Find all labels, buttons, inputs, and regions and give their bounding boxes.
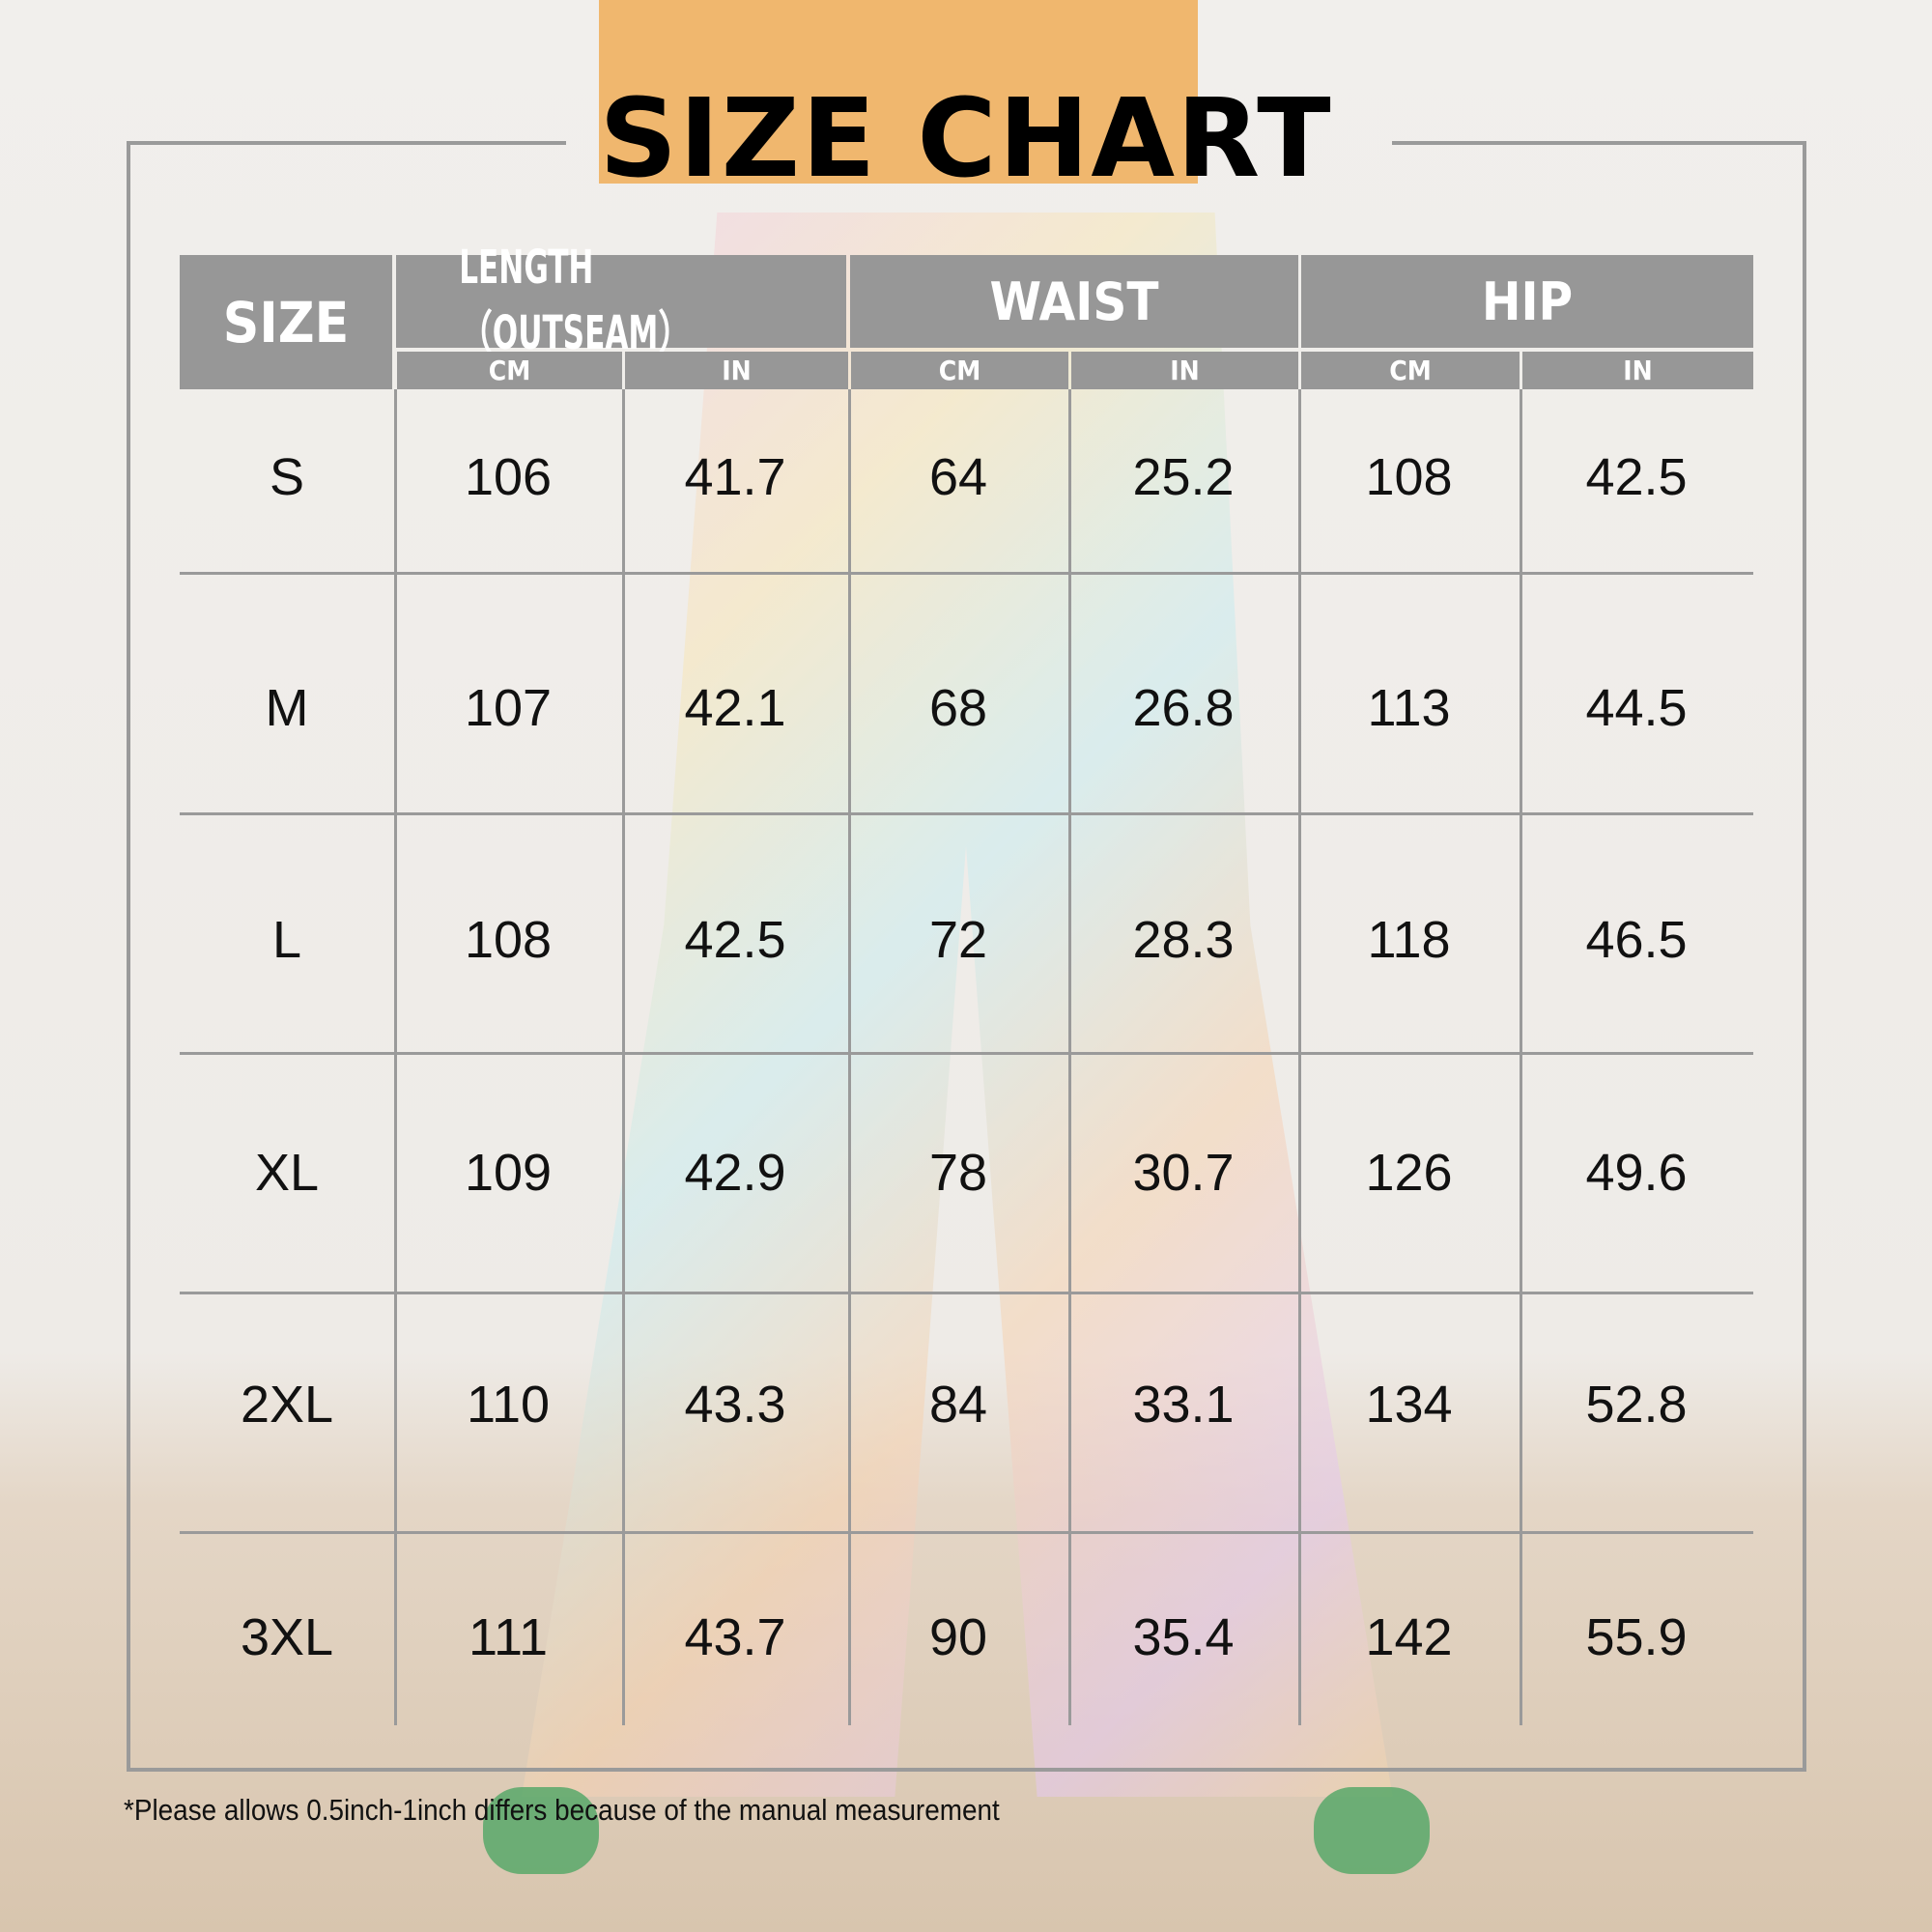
measurement-cell: 126 bbox=[1365, 1144, 1453, 1202]
frame-bottom bbox=[127, 1768, 1806, 1772]
size-cell: 3XL bbox=[240, 1608, 334, 1666]
header-waist: WAIST bbox=[850, 255, 1298, 348]
header-hip: HIP bbox=[1301, 255, 1753, 348]
header-unit: CM bbox=[1301, 352, 1520, 389]
measurement-cell: 42.5 bbox=[684, 911, 786, 969]
measurement-cell: 35.4 bbox=[1132, 1608, 1235, 1666]
measurement-cell: 30.7 bbox=[1132, 1144, 1235, 1202]
row-divider bbox=[180, 1292, 1753, 1294]
header-length-label: LENGTH（OUTSEAM） bbox=[459, 241, 692, 360]
size-cell: S bbox=[269, 448, 305, 506]
measurement-cell: 44.5 bbox=[1585, 679, 1688, 737]
header-length: LENGTH（OUTSEAM） bbox=[396, 241, 846, 360]
measurement-cell: 46.5 bbox=[1585, 911, 1688, 969]
column-divider bbox=[848, 389, 851, 1725]
column-divider bbox=[622, 389, 625, 1725]
measurement-cell: 109 bbox=[464, 1144, 553, 1202]
background-photo-shoe bbox=[1314, 1787, 1430, 1874]
frame-top-left bbox=[127, 141, 566, 145]
header-size: SIZE bbox=[180, 255, 392, 389]
frame-left bbox=[127, 141, 130, 1772]
frame-top-right bbox=[1392, 141, 1805, 145]
measurement-cell: 68 bbox=[928, 679, 988, 737]
measurement-cell: 111 bbox=[468, 1608, 549, 1666]
measurement-cell: 41.7 bbox=[684, 448, 786, 506]
measurement-cell: 42.5 bbox=[1585, 448, 1688, 506]
measurement-cell: 72 bbox=[928, 911, 988, 969]
size-cell: M bbox=[265, 679, 309, 737]
column-divider bbox=[394, 389, 397, 1725]
measurement-cell: 42.1 bbox=[684, 679, 786, 737]
measurement-cell: 25.2 bbox=[1132, 448, 1235, 506]
header-unit: IN bbox=[625, 352, 848, 389]
measurement-cell: 78 bbox=[928, 1144, 988, 1202]
measurement-cell: 49.6 bbox=[1585, 1144, 1688, 1202]
measurement-cell: 28.3 bbox=[1132, 911, 1235, 969]
background-photo-shoe bbox=[483, 1787, 599, 1874]
measurement-cell: 108 bbox=[1365, 448, 1453, 506]
column-divider bbox=[1068, 389, 1071, 1725]
frame-right bbox=[1803, 141, 1806, 1772]
measurement-cell: 142 bbox=[1365, 1608, 1453, 1666]
measurement-cell: 118 bbox=[1367, 911, 1451, 969]
background-photo-top bbox=[599, 0, 1198, 184]
row-divider bbox=[180, 812, 1753, 815]
measurement-cell: 113 bbox=[1367, 679, 1451, 737]
column-divider bbox=[1298, 389, 1301, 1725]
header-unit: CM bbox=[851, 352, 1068, 389]
row-divider bbox=[180, 1531, 1753, 1534]
measurement-cell: 52.8 bbox=[1585, 1376, 1688, 1434]
row-divider bbox=[180, 1052, 1753, 1055]
measurement-cell: 134 bbox=[1365, 1376, 1453, 1434]
measurement-cell: 42.9 bbox=[684, 1144, 786, 1202]
measurement-cell: 33.1 bbox=[1132, 1376, 1235, 1434]
measurement-cell: 64 bbox=[928, 448, 988, 506]
measurement-cell: 90 bbox=[928, 1608, 988, 1666]
size-cell: XL bbox=[254, 1144, 320, 1202]
measurement-cell: 110 bbox=[466, 1376, 551, 1434]
measurement-cell: 84 bbox=[928, 1376, 988, 1434]
column-divider bbox=[1520, 389, 1522, 1725]
size-cell: L bbox=[271, 911, 302, 969]
header-unit: IN bbox=[1522, 352, 1753, 389]
row-divider bbox=[180, 572, 1753, 575]
header-unit: IN bbox=[1071, 352, 1298, 389]
size-cell: 2XL bbox=[240, 1376, 334, 1434]
measurement-cell: 108 bbox=[464, 911, 553, 969]
measurement-cell: 106 bbox=[464, 448, 553, 506]
measurement-cell: 55.9 bbox=[1585, 1608, 1688, 1666]
header-unit: CM bbox=[397, 352, 622, 389]
footnote: *Please allows 0.5inch-1inch differs bec… bbox=[124, 1793, 1000, 1827]
measurement-cell: 26.8 bbox=[1132, 679, 1235, 737]
page-title: SIZE CHART bbox=[599, 76, 1333, 202]
measurement-cell: 43.3 bbox=[684, 1376, 786, 1434]
measurement-cell: 43.7 bbox=[684, 1608, 786, 1666]
measurement-cell: 107 bbox=[464, 679, 553, 737]
